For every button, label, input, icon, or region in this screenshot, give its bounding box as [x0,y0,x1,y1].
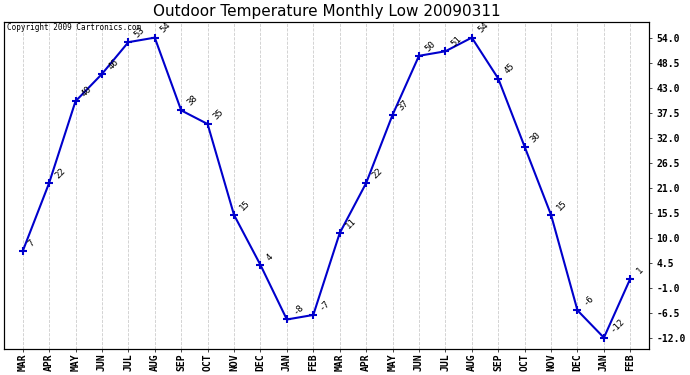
Text: -7: -7 [317,298,331,312]
Text: 53: 53 [132,26,146,39]
Text: 15: 15 [238,198,252,212]
Text: 54: 54 [476,21,490,35]
Text: 4: 4 [264,252,275,262]
Text: 35: 35 [212,107,226,121]
Text: 40: 40 [79,84,94,99]
Text: -8: -8 [291,303,305,317]
Text: 15: 15 [555,198,569,212]
Text: 30: 30 [529,130,543,144]
Text: 38: 38 [186,94,199,108]
Text: 51: 51 [450,34,464,48]
Text: 22: 22 [53,166,67,180]
Text: 54: 54 [159,21,173,35]
Text: 46: 46 [106,57,120,71]
Text: 50: 50 [423,39,437,53]
Text: -6: -6 [582,294,595,308]
Title: Outdoor Temperature Monthly Low 20090311: Outdoor Temperature Monthly Low 20090311 [152,4,500,19]
Text: 11: 11 [344,216,358,230]
Text: 7: 7 [27,238,37,249]
Text: Copyright 2009 Cartronics.com: Copyright 2009 Cartronics.com [8,23,141,32]
Text: 45: 45 [502,62,516,76]
Text: 1: 1 [635,266,644,276]
Text: 22: 22 [371,166,384,180]
Text: -12: -12 [608,317,626,335]
Text: 37: 37 [397,98,411,112]
